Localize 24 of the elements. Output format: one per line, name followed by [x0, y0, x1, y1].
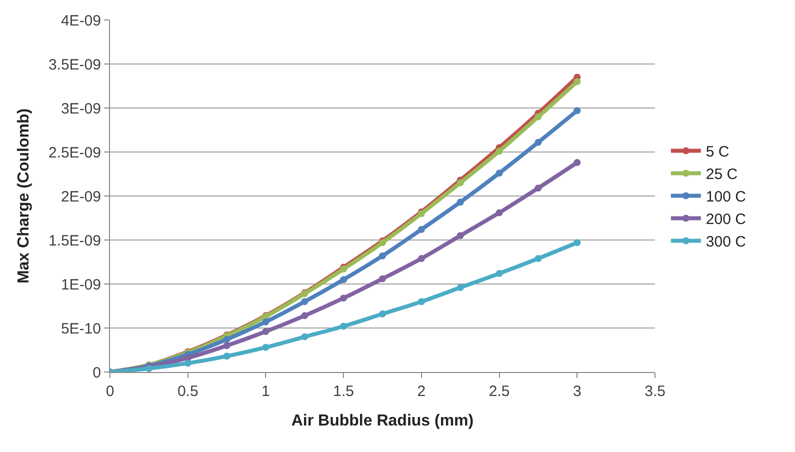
x-tick-label: 0.5 [177, 383, 198, 400]
x-tick-label: 3 [572, 383, 582, 400]
y-tick-label: 2E-09 [60, 188, 101, 206]
x-tick-label: 1.5 [333, 383, 354, 400]
x-tick-label: 2.5 [488, 383, 510, 400]
y-tick-label: 1E-09 [60, 276, 101, 294]
x-tick-label: 0 [106, 383, 114, 400]
x-tick-label: 3.5 [644, 383, 666, 400]
y-tick-label: 1.5E-09 [48, 232, 101, 250]
y-tick-label: 4E-09 [60, 12, 101, 30]
legend-label: 100 C [706, 188, 746, 206]
x-axis-title: Air Bubble Radius (mm) [291, 412, 474, 430]
y-tick-label: 0 [92, 364, 101, 382]
y-tick-label: 3.5E-09 [48, 56, 101, 74]
y-tick-label: 5E-10 [60, 320, 101, 338]
x-tick-label: 1 [262, 383, 270, 400]
legend-label: 5 C [706, 144, 730, 161]
y-tick-label: 2.5E-09 [48, 144, 101, 162]
legend-label: 300 C [706, 234, 746, 251]
legend-label: 25 C [706, 166, 738, 184]
y-tick-label: 3E-09 [60, 100, 101, 118]
legend-label: 200 C [706, 211, 746, 228]
y-axis-title: Max Charge (Coulomb) [15, 108, 32, 284]
x-tick-label: 2 [417, 383, 426, 400]
